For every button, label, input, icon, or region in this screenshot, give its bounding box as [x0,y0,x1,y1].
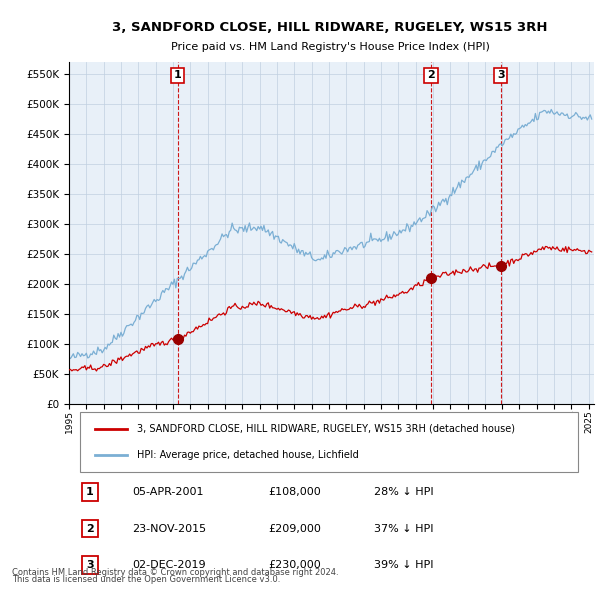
Text: 3, SANDFORD CLOSE, HILL RIDWARE, RUGELEY, WS15 3RH: 3, SANDFORD CLOSE, HILL RIDWARE, RUGELEY… [112,21,548,34]
Text: £209,000: £209,000 [269,523,322,533]
Text: £108,000: £108,000 [269,487,321,497]
Text: 1: 1 [174,70,182,80]
Text: 2: 2 [427,70,435,80]
Text: 02-DEC-2019: 02-DEC-2019 [132,560,206,571]
Text: 28% ↓ HPI: 28% ↓ HPI [373,487,433,497]
Text: 39% ↓ HPI: 39% ↓ HPI [373,560,433,571]
Text: 37% ↓ HPI: 37% ↓ HPI [373,523,433,533]
Text: 2: 2 [86,523,94,533]
Text: 3: 3 [497,70,505,80]
Text: 1: 1 [86,487,94,497]
Text: 3, SANDFORD CLOSE, HILL RIDWARE, RUGELEY, WS15 3RH (detached house): 3, SANDFORD CLOSE, HILL RIDWARE, RUGELEY… [137,424,515,434]
Text: 3: 3 [86,560,94,571]
Text: 23-NOV-2015: 23-NOV-2015 [132,523,206,533]
Text: This data is licensed under the Open Government Licence v3.0.: This data is licensed under the Open Gov… [12,575,280,584]
Text: Contains HM Land Registry data © Crown copyright and database right 2024.: Contains HM Land Registry data © Crown c… [12,568,338,577]
FancyBboxPatch shape [79,412,578,472]
Text: HPI: Average price, detached house, Lichfield: HPI: Average price, detached house, Lich… [137,450,359,460]
Text: Price paid vs. HM Land Registry's House Price Index (HPI): Price paid vs. HM Land Registry's House … [170,42,490,53]
Text: £230,000: £230,000 [269,560,321,571]
Text: 05-APR-2001: 05-APR-2001 [132,487,203,497]
